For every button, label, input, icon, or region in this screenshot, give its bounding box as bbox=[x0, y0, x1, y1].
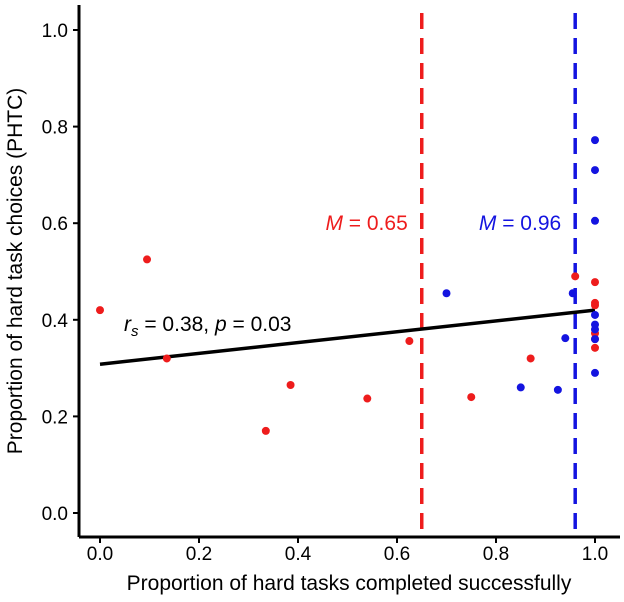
point-s0-8 bbox=[526, 354, 535, 363]
point-s0-4 bbox=[286, 381, 295, 390]
x-tick-label-1: 0.2 bbox=[186, 544, 212, 565]
y-tick-label-3: 0.6 bbox=[42, 214, 68, 235]
point-s1-0 bbox=[442, 289, 451, 298]
annotations: M = 0.65 M = 0.96 rs = 0.38, p = 0.03 bbox=[124, 212, 561, 340]
point-s1-8 bbox=[591, 310, 599, 319]
point-s0-9 bbox=[571, 272, 580, 281]
point-s1-7 bbox=[591, 216, 599, 225]
point-s0-2 bbox=[162, 354, 171, 363]
y-tick-label-0: 0.0 bbox=[42, 504, 68, 525]
point-s1-1 bbox=[516, 383, 525, 392]
point-s0-1 bbox=[143, 255, 152, 264]
point-s0-10 bbox=[591, 278, 599, 287]
mean-lines bbox=[420, 13, 577, 536]
y-tick-label-2: 0.4 bbox=[42, 311, 69, 332]
y-axis-title: Proportion of hard task choices (PHTC) bbox=[4, 88, 27, 454]
corr-value: = 0.38, bbox=[139, 313, 215, 336]
point-s0-5 bbox=[363, 394, 372, 403]
point-s1-12 bbox=[591, 368, 599, 377]
mean-label-red: M = 0.65 bbox=[325, 212, 407, 235]
mean-label-blue-value: = 0.96 bbox=[496, 212, 561, 235]
y-tick-label-5: 1.0 bbox=[42, 21, 68, 42]
mean-label-red-var: M bbox=[325, 212, 343, 235]
corr-p: p bbox=[214, 313, 227, 336]
x-tick-label-4: 0.8 bbox=[483, 544, 509, 565]
y-tick-label-4: 0.8 bbox=[42, 118, 68, 139]
point-s1-3 bbox=[561, 334, 570, 343]
x-tick-label-2: 0.4 bbox=[285, 544, 312, 565]
data-points bbox=[96, 136, 599, 435]
corr-p-value: = 0.03 bbox=[227, 313, 292, 336]
y-tick-label-1: 0.2 bbox=[42, 407, 68, 428]
x-tick-label-5: 1.0 bbox=[582, 544, 608, 565]
correlation-annotation: rs = 0.38, p = 0.03 bbox=[124, 313, 291, 340]
point-s1-10 bbox=[591, 325, 599, 334]
corr-r: r bbox=[124, 313, 132, 336]
point-s0-7 bbox=[467, 393, 476, 402]
regression bbox=[99, 308, 596, 366]
point-s1-5 bbox=[591, 136, 599, 145]
point-s1-6 bbox=[591, 166, 599, 175]
point-s0-12 bbox=[591, 301, 599, 310]
ticks: 0.0 0.2 0.4 0.6 0.8 1.0 0.0 0.2 0.4 0.6 0.8 1.0 bbox=[42, 21, 609, 565]
x-tick-label-3: 0.6 bbox=[384, 544, 410, 565]
mean-label-blue-var: M bbox=[479, 212, 497, 235]
point-s0-6 bbox=[405, 337, 414, 346]
point-s0-3 bbox=[261, 426, 270, 435]
point-s1-4 bbox=[568, 289, 577, 298]
point-s1-2 bbox=[553, 385, 562, 394]
mean-label-blue: M = 0.96 bbox=[479, 212, 561, 235]
point-s1-11 bbox=[591, 335, 599, 344]
axes bbox=[77, 5, 620, 539]
mean-label-red-value: = 0.65 bbox=[343, 212, 408, 235]
x-tick-label-0: 0.0 bbox=[87, 544, 113, 565]
x-axis-title: Proportion of hard tasks completed succe… bbox=[127, 572, 572, 595]
corr-r-subscript: s bbox=[131, 323, 139, 340]
regression-line bbox=[99, 308, 596, 366]
point-s0-15 bbox=[591, 343, 599, 352]
point-s0-0 bbox=[96, 306, 104, 315]
